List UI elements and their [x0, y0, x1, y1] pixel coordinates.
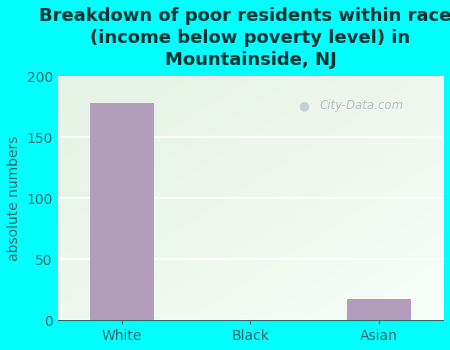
Y-axis label: absolute numbers: absolute numbers [7, 135, 21, 261]
Bar [347, 299, 411, 320]
Title: Breakdown of poor residents within races
(income below poverty level) in
Mountai: Breakdown of poor residents within races… [39, 7, 450, 69]
Bar [90, 103, 154, 320]
Text: City-Data.com: City-Data.com [320, 99, 404, 112]
Text: ●: ● [298, 99, 310, 112]
